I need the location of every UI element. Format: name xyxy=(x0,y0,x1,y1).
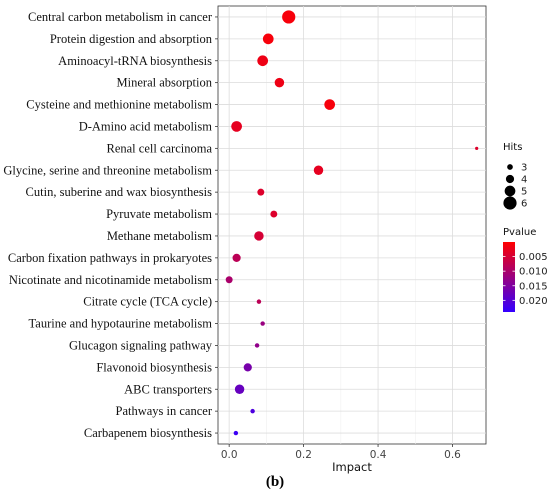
data-point xyxy=(234,384,245,394)
data-point xyxy=(233,430,239,436)
category-label: Methane metabolism xyxy=(107,229,212,243)
category-label: ABC transporters xyxy=(124,382,212,396)
data-point xyxy=(231,121,242,132)
data-points xyxy=(225,10,479,436)
pvalue-legend-label: 0.015 xyxy=(519,281,548,292)
data-point xyxy=(257,188,265,196)
pvalue-legend-label: 0.010 xyxy=(519,267,548,278)
figure-caption: (b) xyxy=(265,474,285,490)
data-point xyxy=(254,231,264,241)
category-labels: Central carbon metabolism in cancer Prote… xyxy=(3,10,218,440)
data-point xyxy=(225,276,233,284)
hits-legend-key xyxy=(503,196,517,210)
hits-legend-key xyxy=(504,185,516,197)
x-axis-title: Impact xyxy=(332,460,372,474)
category-label: Glycine, serine and threonine metabolism xyxy=(3,163,212,177)
x-tick-label: 0.0 xyxy=(221,449,238,461)
data-point xyxy=(256,299,262,304)
category-label: Mineral absorption xyxy=(117,76,213,90)
pvalue-legend: Pvalue 0.005 0.010 0.015 0.020 xyxy=(503,227,548,312)
category-label: Pathways in cancer xyxy=(116,404,213,418)
category-label: Glucagon signaling pathway xyxy=(69,338,213,352)
category-label: Carbon fixation pathways in prokaryotes xyxy=(8,251,212,265)
category-label: Taurine and hypotaurine metabolism xyxy=(29,317,213,331)
hits-legend-key xyxy=(507,164,513,170)
data-point xyxy=(324,99,336,110)
data-point xyxy=(313,165,324,175)
data-point xyxy=(250,408,255,414)
hits-legend-label: 6 xyxy=(521,199,527,210)
category-label: Protein digestion and absorption xyxy=(50,32,213,46)
data-point xyxy=(274,77,285,88)
x-tick-label: 0.4 xyxy=(370,449,387,461)
category-label: Central carbon metabolism in cancer xyxy=(28,10,213,24)
plot-panel xyxy=(217,5,487,445)
hits-legend-key xyxy=(505,174,515,184)
category-label: Cysteine and methionine metabolism xyxy=(26,98,212,112)
data-point xyxy=(262,33,274,45)
x-tick-label: 0.6 xyxy=(444,449,461,461)
hits-legend-title: Hits xyxy=(503,142,522,153)
data-point xyxy=(232,253,241,262)
pvalue-legend-label: 0.020 xyxy=(519,296,548,307)
pvalue-legend-label: 0.005 xyxy=(519,252,548,263)
category-label: Nicotinate and nicotinamide metabolism xyxy=(9,273,212,287)
data-point xyxy=(254,343,260,348)
category-label: Citrate cycle (TCA cycle) xyxy=(83,295,212,309)
category-label: D-Amino acid metabolism xyxy=(79,119,213,133)
hits-legend-label: 3 xyxy=(521,163,527,174)
category-label: Cutin, suberine and wax biosynthesis xyxy=(26,185,213,199)
category-label: Pyruvate metabolism xyxy=(106,207,212,221)
hits-legend-label: 4 xyxy=(521,175,527,186)
category-label: Renal cell carcinoma xyxy=(107,141,213,155)
x-axis-ticks: 0.0 0.2 0.4 0.6 xyxy=(221,444,461,461)
data-point xyxy=(282,10,296,24)
grid-lines xyxy=(218,6,486,444)
x-tick-label: 0.2 xyxy=(295,449,312,461)
category-label: Aminoacyl-tRNA biosynthesis xyxy=(58,54,212,68)
data-point xyxy=(260,321,265,326)
hits-legend-label: 5 xyxy=(521,187,527,198)
pvalue-colorbar xyxy=(503,242,515,312)
data-point xyxy=(257,55,269,67)
category-label: Flavonoid biosynthesis xyxy=(96,360,212,374)
data-point xyxy=(475,146,479,150)
category-label: Carbapenem biosynthesis xyxy=(84,426,212,440)
data-point xyxy=(243,363,252,372)
data-point xyxy=(270,210,278,218)
pvalue-legend-title: Pvalue xyxy=(503,227,536,238)
